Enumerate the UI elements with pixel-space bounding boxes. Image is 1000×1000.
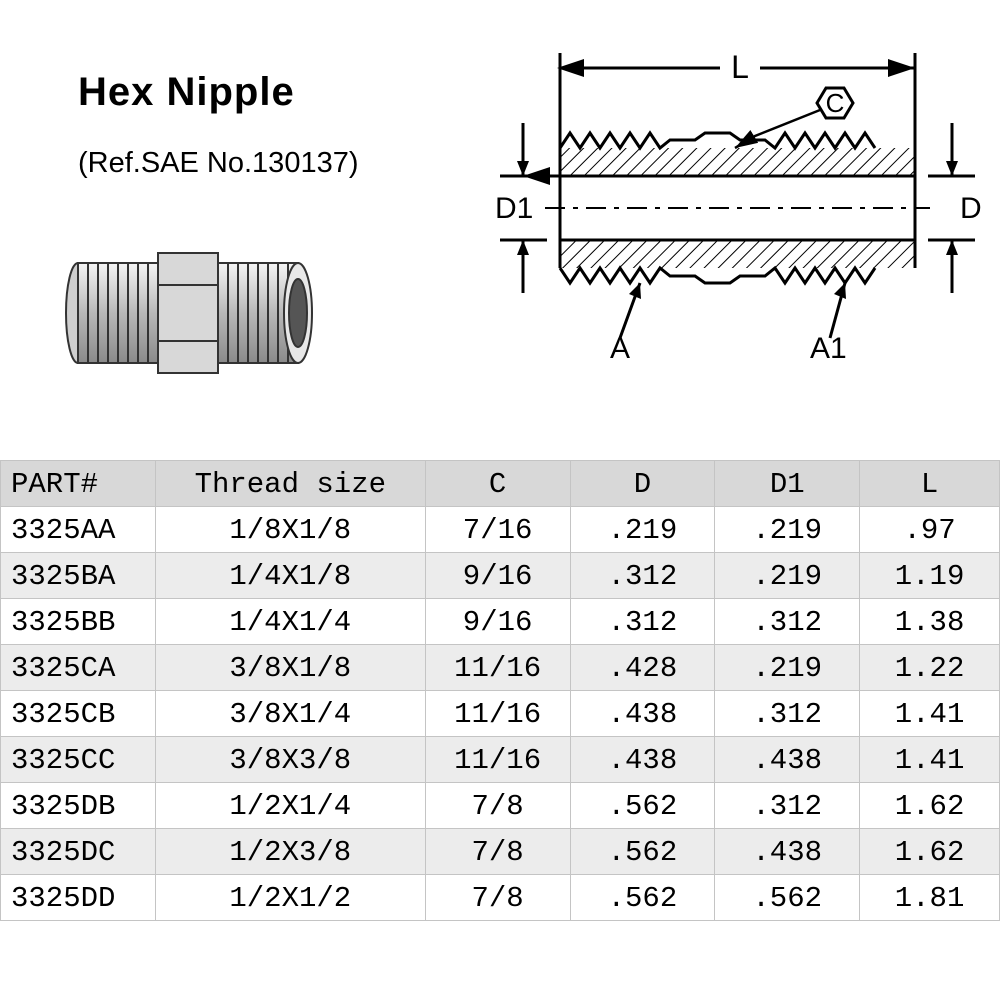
dim-label-A1: A1 bbox=[810, 332, 847, 365]
cell: .219 bbox=[715, 645, 860, 691]
cell: 3325DC bbox=[1, 829, 156, 875]
cell: 11/16 bbox=[425, 737, 570, 783]
spec-table-body: 3325AA1/8X1/87/16.219.219.973325BA1/4X1/… bbox=[1, 507, 1000, 921]
cell: .219 bbox=[715, 507, 860, 553]
cell: 1/4X1/4 bbox=[155, 599, 425, 645]
col-header-0: PART# bbox=[1, 461, 156, 507]
cell: .562 bbox=[570, 783, 715, 829]
cell: 1.41 bbox=[860, 737, 1000, 783]
cell: 1.22 bbox=[860, 645, 1000, 691]
cell: 1/2X1/2 bbox=[155, 875, 425, 921]
cell: .219 bbox=[570, 507, 715, 553]
product-illustration bbox=[50, 225, 340, 400]
cell: 3325CA bbox=[1, 645, 156, 691]
cell: 1.62 bbox=[860, 783, 1000, 829]
cell: .97 bbox=[860, 507, 1000, 553]
cell: .312 bbox=[570, 553, 715, 599]
cell: .562 bbox=[570, 875, 715, 921]
cell: .219 bbox=[715, 553, 860, 599]
dim-label-D: D bbox=[960, 192, 982, 225]
table-row: 3325BB1/4X1/49/16.312.3121.38 bbox=[1, 599, 1000, 645]
cell: 9/16 bbox=[425, 553, 570, 599]
dim-label-C: C bbox=[826, 88, 845, 118]
cell: 1.81 bbox=[860, 875, 1000, 921]
cell: 1/2X3/8 bbox=[155, 829, 425, 875]
col-header-5: L bbox=[860, 461, 1000, 507]
cell: 1/8X1/8 bbox=[155, 507, 425, 553]
cell: .312 bbox=[570, 599, 715, 645]
table-row: 3325CB3/8X1/411/16.438.3121.41 bbox=[1, 691, 1000, 737]
cell: 3325CB bbox=[1, 691, 156, 737]
technical-diagram: L C bbox=[485, 48, 985, 368]
table-row: 3325BA1/4X1/89/16.312.2191.19 bbox=[1, 553, 1000, 599]
cell: 3325AA bbox=[1, 507, 156, 553]
cell: 11/16 bbox=[425, 691, 570, 737]
table-row: 3325AA1/8X1/87/16.219.219.97 bbox=[1, 507, 1000, 553]
spec-table: PART#Thread sizeCDD1L 3325AA1/8X1/87/16.… bbox=[0, 460, 1000, 921]
cell: .428 bbox=[570, 645, 715, 691]
cell: 7/8 bbox=[425, 783, 570, 829]
col-header-3: D bbox=[570, 461, 715, 507]
table-row: 3325DB1/2X1/47/8.562.3121.62 bbox=[1, 783, 1000, 829]
cell: .312 bbox=[715, 599, 860, 645]
cell: 1/2X1/4 bbox=[155, 783, 425, 829]
cell: 7/8 bbox=[425, 875, 570, 921]
table-row: 3325DC1/2X3/87/8.562.4381.62 bbox=[1, 829, 1000, 875]
cell: 1.62 bbox=[860, 829, 1000, 875]
col-header-1: Thread size bbox=[155, 461, 425, 507]
dim-label-A: A bbox=[610, 332, 630, 365]
table-row: 3325CC3/8X3/811/16.438.4381.41 bbox=[1, 737, 1000, 783]
cell: 3/8X3/8 bbox=[155, 737, 425, 783]
cell: 3/8X1/4 bbox=[155, 691, 425, 737]
cell: 3325DB bbox=[1, 783, 156, 829]
col-header-4: D1 bbox=[715, 461, 860, 507]
spec-table-header-row: PART#Thread sizeCDD1L bbox=[1, 461, 1000, 507]
dim-label-L: L bbox=[731, 49, 749, 85]
cell: .312 bbox=[715, 783, 860, 829]
table-row: 3325DD1/2X1/27/8.562.5621.81 bbox=[1, 875, 1000, 921]
col-header-2: C bbox=[425, 461, 570, 507]
header-region: Hex Nipple (Ref.SAE No.130137) bbox=[0, 0, 1000, 400]
cell: 3325CC bbox=[1, 737, 156, 783]
cell: 1.41 bbox=[860, 691, 1000, 737]
cell: .438 bbox=[570, 737, 715, 783]
cell: .562 bbox=[570, 829, 715, 875]
cell: .562 bbox=[715, 875, 860, 921]
cell: .438 bbox=[715, 829, 860, 875]
cell: .438 bbox=[570, 691, 715, 737]
cell: 7/8 bbox=[425, 829, 570, 875]
dim-label-D1: D1 bbox=[495, 192, 533, 225]
cell: 1.19 bbox=[860, 553, 1000, 599]
cell: .312 bbox=[715, 691, 860, 737]
cell: 7/16 bbox=[425, 507, 570, 553]
table-row: 3325CA3/8X1/811/16.428.2191.22 bbox=[1, 645, 1000, 691]
cell: 3325DD bbox=[1, 875, 156, 921]
cell: 3325BA bbox=[1, 553, 156, 599]
cell: 9/16 bbox=[425, 599, 570, 645]
cell: 3325BB bbox=[1, 599, 156, 645]
cell: .438 bbox=[715, 737, 860, 783]
cell: 1/4X1/8 bbox=[155, 553, 425, 599]
cell: 11/16 bbox=[425, 645, 570, 691]
cell: 1.38 bbox=[860, 599, 1000, 645]
cell: 3/8X1/8 bbox=[155, 645, 425, 691]
